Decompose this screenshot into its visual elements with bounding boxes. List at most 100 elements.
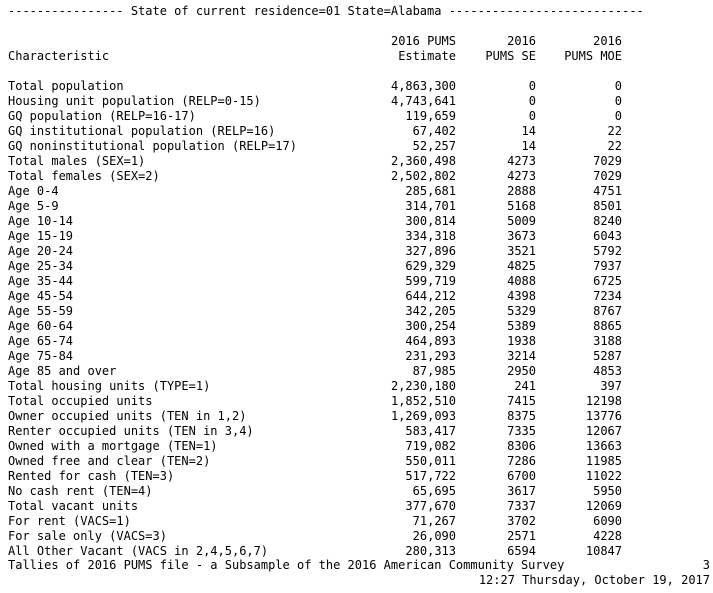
row-se: 3617 (507, 484, 536, 498)
row-estimate: 342,205 (405, 304, 456, 318)
row-moe: 13663 (585, 439, 622, 453)
row-moe: 22 (607, 124, 622, 138)
row-moe: 11022 (585, 469, 622, 483)
row-estimate: 629,329 (405, 259, 456, 273)
table-row: All Other Vacant (VACS in 2,4,5,6,7) 280,… (8, 544, 708, 559)
row-label: Age 55-59 (8, 304, 74, 318)
header-estimate-line2: Estimate (398, 49, 456, 63)
row-label: Total occupied units (8, 394, 153, 408)
table-row: Age 10-14 300,814 5009 8240 (8, 214, 708, 229)
row-moe: 11985 (585, 454, 622, 468)
row-se: 7337 (507, 499, 536, 513)
header-estimate-line1: 2016 PUMS (390, 34, 456, 48)
table-row: Renter occupied units (TEN in 3,4) 583,41… (8, 424, 708, 439)
table-row: For rent (VACS=1) 71,267 3702 6090 (8, 514, 708, 529)
table-row: Age 55-59 342,205 5329 8767 (8, 304, 708, 319)
row-moe: 13776 (585, 409, 622, 423)
row-se: 0 (528, 109, 536, 123)
table-row: No cash rent (TEN=4) 65,695 3617 5950 (8, 484, 708, 499)
row-se: 4088 (507, 274, 536, 288)
row-se: 2571 (507, 529, 536, 543)
header-row-1: 2016 PUMS 2016 2016 (8, 34, 708, 49)
row-label: Age 20-24 (8, 244, 74, 258)
row-estimate: 719,082 (405, 439, 456, 453)
row-estimate: 517,722 (405, 469, 456, 483)
row-se: 2950 (507, 364, 536, 378)
row-estimate: 2,230,180 (390, 379, 456, 393)
row-moe: 7029 (593, 154, 622, 168)
row-label: Age 0-4 (8, 184, 59, 198)
table-row: Total females (SEX=2) 2,502,802 4273 7029 (8, 169, 708, 184)
row-se: 5168 (507, 199, 536, 213)
row-estimate: 327,896 (405, 244, 456, 258)
table-row: Age 25-34 629,329 4825 7937 (8, 259, 708, 274)
row-estimate: 1,269,093 (390, 409, 456, 423)
row-se: 3214 (507, 349, 536, 363)
row-estimate: 464,893 (405, 334, 456, 348)
row-moe: 5792 (593, 244, 622, 258)
row-label: Total males (SEX=1) (8, 154, 146, 168)
header-moe-line2: PUMS MOE (564, 49, 622, 63)
row-moe: 0 (614, 79, 622, 93)
row-se: 3673 (507, 229, 536, 243)
row-moe: 10847 (585, 544, 622, 558)
row-label: Age 35-44 (8, 274, 74, 288)
row-label: Age 85 and over (8, 364, 117, 378)
row-se: 4825 (507, 259, 536, 273)
row-estimate: 377,670 (405, 499, 456, 513)
row-moe: 22 (607, 139, 622, 153)
row-estimate: 300,254 (405, 319, 456, 333)
row-estimate: 4,863,300 (390, 79, 456, 93)
row-estimate: 280,313 (405, 544, 456, 558)
row-se: 5009 (507, 214, 536, 228)
table-row: Age 45-54 644,212 4398 7234 (8, 289, 708, 304)
row-se: 6594 (507, 544, 536, 558)
table-row: GQ population (RELP=16-17) 119,659 0 0 (8, 109, 708, 124)
table-row: Owned with a mortgage (TEN=1) 719,082 8306… (8, 439, 708, 454)
row-label: Age 65-74 (8, 334, 74, 348)
header-se-line2: PUMS SE (485, 49, 536, 63)
row-estimate: 300,814 (405, 214, 456, 228)
row-moe: 5287 (593, 349, 622, 363)
row-label: Owner occupied units (TEN in 1,2) (8, 409, 247, 423)
footer-note: Tallies of 2016 PUMS file - a Subsample … (8, 558, 565, 572)
row-label: GQ population (RELP=16-17) (8, 109, 196, 123)
row-label: Age 60-64 (8, 319, 74, 333)
row-label: GQ noninstitutional population (RELP=17) (8, 139, 297, 153)
row-moe: 8767 (593, 304, 622, 318)
row-moe: 397 (600, 379, 622, 393)
table-row: Age 20-24 327,896 3521 5792 (8, 244, 708, 259)
row-se: 8306 (507, 439, 536, 453)
row-estimate: 314,701 (405, 199, 456, 213)
table-row: Total population 4,863,300 0 0 (8, 79, 708, 94)
row-se: 1938 (507, 334, 536, 348)
row-label: Age 5-9 (8, 199, 59, 213)
row-moe: 7029 (593, 169, 622, 183)
row-label: All Other Vacant (VACS in 2,4,5,6,7) (8, 544, 269, 558)
row-moe: 8865 (593, 319, 622, 333)
table-row: Age 0-4 285,681 2888 4751 (8, 184, 708, 199)
row-label: Age 45-54 (8, 289, 74, 303)
row-se: 241 (514, 379, 536, 393)
table-row: Total housing units (TYPE=1) 2,230,180 241… (8, 379, 708, 394)
row-label: Housing unit population (RELP=0-15) (8, 94, 261, 108)
row-moe: 6090 (593, 514, 622, 528)
table-row: Owned free and clear (TEN=2) 550,011 7286 1… (8, 454, 708, 469)
table-row: Housing unit population (RELP=0-15) 4,743… (8, 94, 708, 109)
row-se: 7335 (507, 424, 536, 438)
row-se: 5389 (507, 319, 536, 333)
table-row: Owner occupied units (TEN in 1,2) 1,269,0… (8, 409, 708, 424)
row-label: Total vacant units (8, 499, 139, 513)
row-moe: 7937 (593, 259, 622, 273)
table-row: For sale only (VACS=3) 26,090 2571 4228 (8, 529, 708, 544)
header-characteristic: Characteristic (8, 49, 110, 63)
row-moe: 7234 (593, 289, 622, 303)
row-estimate: 52,257 (412, 139, 456, 153)
table-row: GQ institutional population (RELP=16) 67,… (8, 124, 708, 139)
row-estimate: 119,659 (405, 109, 456, 123)
report-title-line: ---------------- State of current reside… (8, 4, 644, 18)
row-estimate: 550,011 (405, 454, 456, 468)
report-timestamp: 12:27 Thursday, October 19, 2017 (478, 573, 710, 587)
row-label: Age 25-34 (8, 259, 74, 273)
row-moe: 6043 (593, 229, 622, 243)
